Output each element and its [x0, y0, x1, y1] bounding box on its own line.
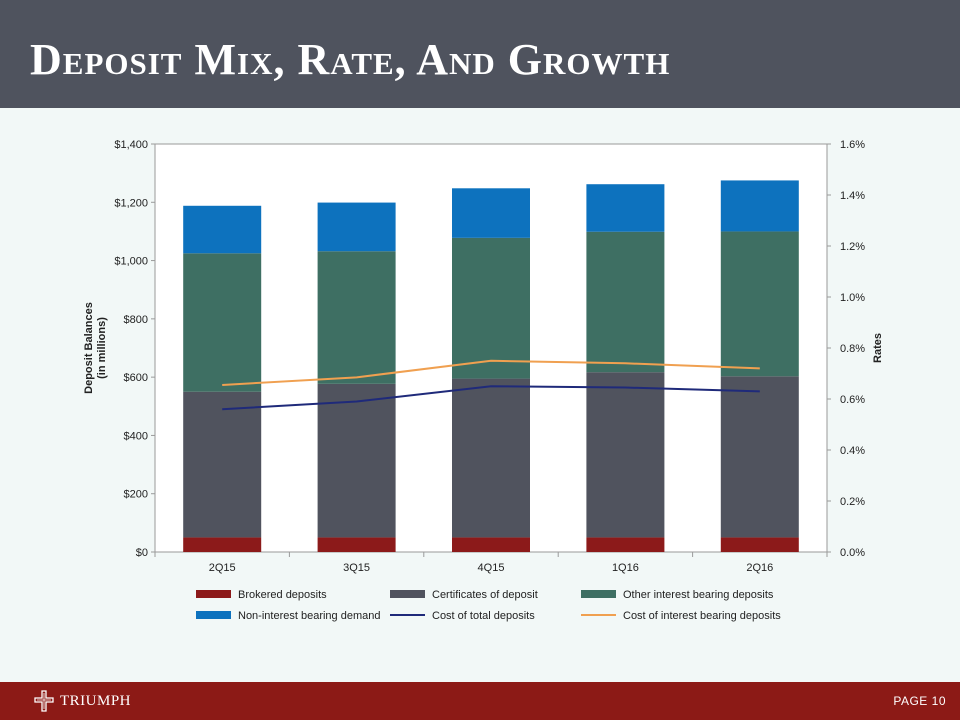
bar-segment: [452, 378, 530, 538]
x-tick-label: 3Q15: [343, 562, 370, 574]
legend-label: Certificates of deposit: [432, 589, 538, 601]
bar-segment: [452, 237, 530, 379]
bar-segment: [586, 184, 665, 232]
bar-segment: [317, 202, 396, 252]
deposit-chart: $0 $200 $400 $600 $800 $1,000 $1,200 $1,400 0.0%…: [83, 139, 884, 622]
y-tick-label: $0: [136, 547, 148, 559]
bar-segment: [317, 383, 396, 538]
y-tick-label: $800: [124, 314, 148, 326]
y2-tick-label: 1.0%: [840, 292, 865, 304]
legend-label: Cost of interest bearing deposits: [623, 610, 781, 622]
y-axis-title: Deposit Balances(in millions): [83, 302, 108, 394]
bar-segment: [586, 372, 665, 538]
bar-segment: [183, 253, 262, 392]
y-tick-label: $200: [124, 489, 148, 501]
page-title: Deposit Mix, Rate, And Growth: [30, 35, 671, 84]
legend-label: Brokered deposits: [238, 589, 327, 601]
bar-segment: [317, 251, 396, 384]
bar-segment: [317, 537, 396, 552]
y-tick-label: $1,000: [114, 256, 148, 268]
legend-swatch: [196, 590, 231, 598]
y-tick-label: $1,200: [114, 197, 148, 209]
legend-label: Other interest bearing deposits: [623, 589, 774, 601]
x-tick-label: 2Q15: [209, 562, 236, 574]
y2-tick-label: 1.2%: [840, 241, 865, 253]
triumph-cross-icon: [34, 690, 54, 712]
y2-tick-label: 0.6%: [840, 394, 865, 406]
y-tick-label: $1,400: [114, 139, 148, 151]
bar-segment: [183, 391, 262, 538]
brand-name: TRIUMPH: [60, 692, 132, 709]
bar-segment: [720, 180, 799, 232]
y2-tick-label: 0.4%: [840, 445, 865, 457]
bar-segment: [183, 537, 262, 552]
x-tick-label: 2Q16: [746, 562, 773, 574]
y2-tick-label: 0.2%: [840, 496, 865, 508]
footer-bar: TRIUMPH PAGE 10: [0, 682, 960, 720]
bar-segment: [183, 205, 262, 254]
y2-tick-label: 1.4%: [840, 190, 865, 202]
bar-segment: [720, 537, 799, 552]
bar-segment: [720, 376, 799, 538]
legend-label: Cost of total deposits: [432, 610, 535, 622]
y-tick-label: $400: [124, 430, 148, 442]
x-tick-label: 1Q16: [612, 562, 639, 574]
y2-tick-label: 0.8%: [840, 343, 865, 355]
line-series: [222, 359, 760, 386]
y2-tick-label: 0.0%: [840, 547, 865, 559]
bar-segment: [452, 537, 530, 552]
y2-axis-title: Rates: [872, 333, 884, 363]
legend-label: Non-interest bearing demand: [238, 610, 380, 622]
line-series: [222, 385, 760, 411]
bar-segment: [720, 231, 799, 377]
header-bar: Deposit Mix, Rate, And Growth: [0, 0, 960, 108]
bar-segment: [586, 537, 665, 552]
y-tick-label: $600: [124, 372, 148, 384]
page-number: PAGE 10: [893, 694, 946, 708]
brand-logo: TRIUMPH: [34, 690, 131, 712]
legend-swatch: [196, 611, 231, 619]
bar-segment: [452, 188, 530, 238]
y2-tick-label: 1.6%: [840, 139, 865, 151]
x-tick-label: 4Q15: [478, 562, 505, 574]
legend-swatch: [390, 590, 425, 598]
legend-swatch: [581, 590, 616, 598]
bar-segment: [586, 231, 665, 373]
